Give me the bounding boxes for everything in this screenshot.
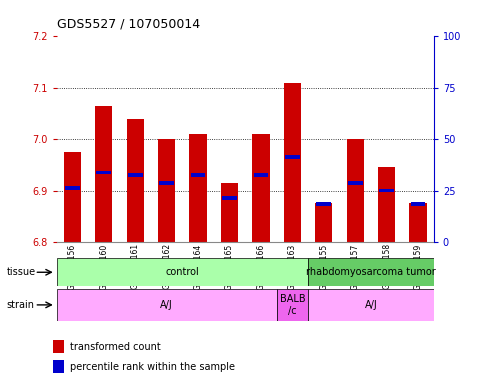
Bar bbox=[284, 83, 301, 242]
Text: control: control bbox=[166, 267, 199, 277]
Bar bbox=[57, 289, 277, 321]
Bar bbox=[128, 173, 142, 177]
Bar bbox=[221, 183, 238, 242]
Text: percentile rank within the sample: percentile rank within the sample bbox=[70, 362, 235, 372]
Bar bbox=[252, 134, 270, 242]
Bar bbox=[158, 139, 176, 242]
Bar bbox=[277, 289, 308, 321]
Bar bbox=[315, 204, 332, 242]
Bar bbox=[410, 204, 427, 242]
Bar bbox=[189, 134, 207, 242]
Bar bbox=[222, 197, 237, 200]
Bar bbox=[53, 360, 64, 373]
Bar bbox=[347, 139, 364, 242]
Bar bbox=[253, 173, 268, 177]
Bar bbox=[57, 258, 308, 286]
Bar bbox=[127, 119, 144, 242]
Bar bbox=[348, 181, 363, 185]
Bar bbox=[159, 181, 174, 185]
Text: A/J: A/J bbox=[365, 300, 377, 310]
Bar bbox=[95, 106, 112, 242]
Text: A/J: A/J bbox=[160, 300, 173, 310]
Bar bbox=[285, 156, 300, 159]
Bar bbox=[65, 186, 80, 190]
Bar bbox=[379, 189, 394, 192]
Bar bbox=[53, 339, 64, 353]
Text: transformed count: transformed count bbox=[70, 342, 160, 352]
Bar bbox=[378, 167, 395, 242]
Text: GDS5527 / 107050014: GDS5527 / 107050014 bbox=[57, 17, 200, 30]
Text: tissue: tissue bbox=[6, 267, 35, 277]
Bar bbox=[97, 171, 111, 174]
Bar bbox=[308, 289, 434, 321]
Bar bbox=[64, 152, 81, 242]
Bar bbox=[317, 202, 331, 206]
Text: rhabdomyosarcoma tumor: rhabdomyosarcoma tumor bbox=[306, 267, 436, 277]
Bar bbox=[191, 173, 206, 177]
Text: BALB
/c: BALB /c bbox=[280, 294, 305, 316]
Bar bbox=[308, 258, 434, 286]
Bar bbox=[411, 202, 425, 206]
Text: strain: strain bbox=[6, 300, 35, 310]
